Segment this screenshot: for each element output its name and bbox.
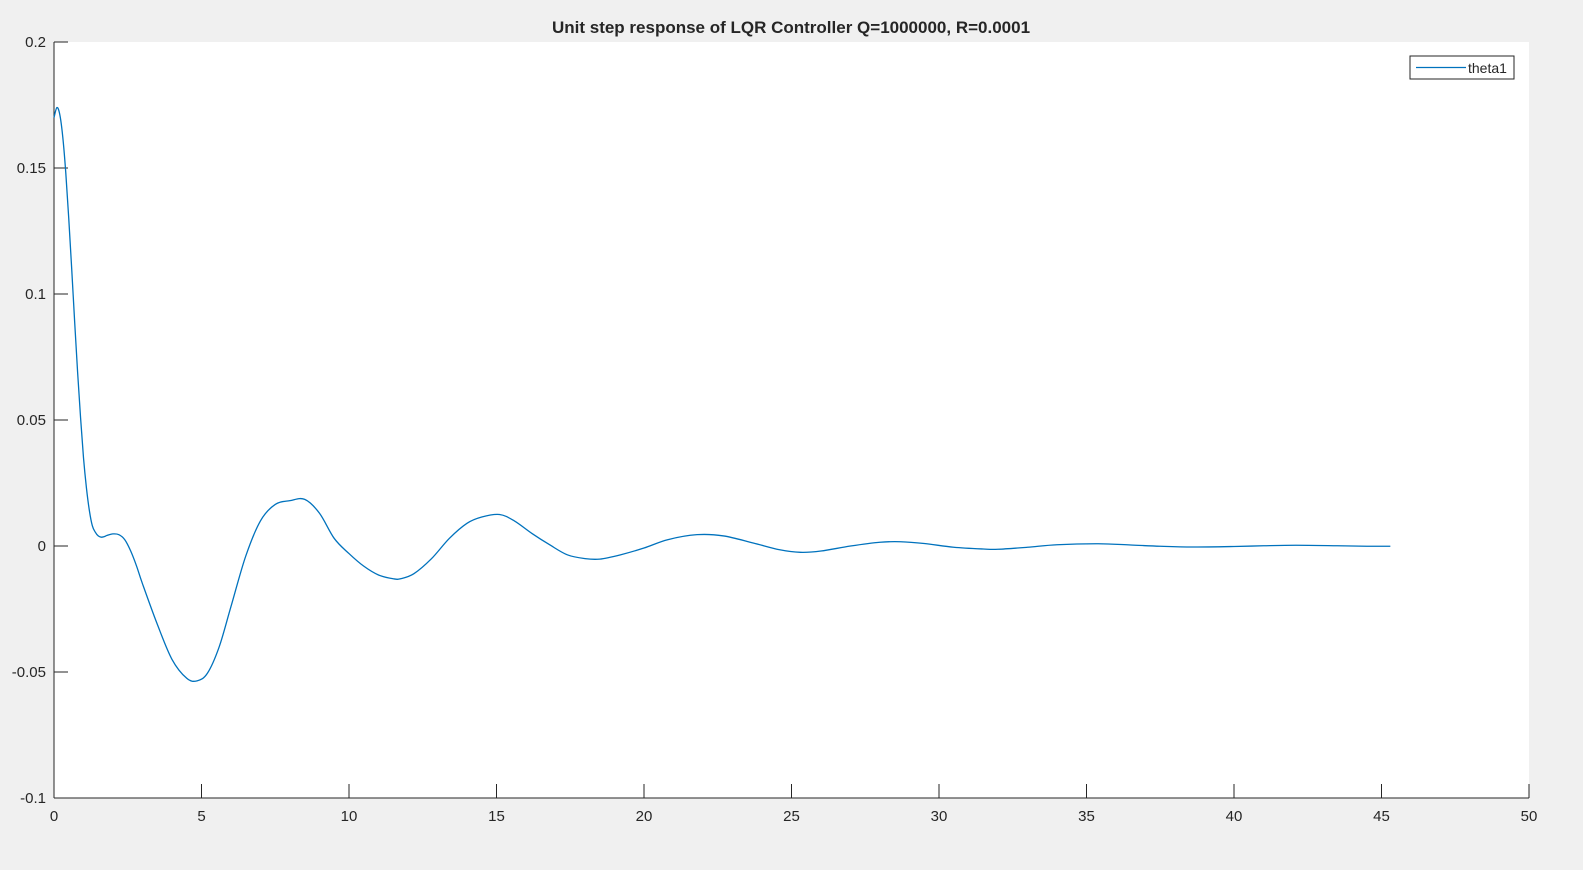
y-tick-label: 0.05 <box>17 412 46 429</box>
y-tick-label: 0.15 <box>17 160 46 177</box>
x-tick-label: 35 <box>1078 808 1095 825</box>
x-tick-label: 30 <box>931 808 948 825</box>
y-axis-ticks: -0.1 -0.05 0 0.05 0.1 0.15 0.2 <box>12 34 68 807</box>
x-tick-label: 20 <box>636 808 653 825</box>
x-tick-label: 45 <box>1373 808 1390 825</box>
y-tick-label: -0.05 <box>12 664 46 681</box>
x-tick-label: 25 <box>783 808 800 825</box>
x-tick-label: 50 <box>1521 808 1538 825</box>
x-tick-label: 5 <box>197 808 205 825</box>
chart-title: Unit step response of LQR Controller Q=1… <box>552 18 1030 37</box>
x-axis-ticks: 0 5 10 15 20 25 30 35 40 45 50 <box>50 784 1538 825</box>
legend-label: theta1 <box>1468 60 1507 76</box>
x-tick-label: 40 <box>1226 808 1243 825</box>
x-tick-label: 15 <box>488 808 505 825</box>
axes-background <box>54 42 1529 798</box>
x-tick-label: 10 <box>341 808 358 825</box>
y-tick-label: -0.1 <box>20 790 46 807</box>
legend[interactable]: theta1 <box>1409 55 1515 80</box>
y-tick-label: 0.1 <box>25 286 46 303</box>
axis-lines <box>53 42 1529 799</box>
x-tick-label: 0 <box>50 808 58 825</box>
series-layer <box>53 106 1391 682</box>
y-tick-label: 0 <box>38 538 46 555</box>
series-line-theta1 <box>53 106 1391 682</box>
y-tick-label: 0.2 <box>25 34 46 51</box>
